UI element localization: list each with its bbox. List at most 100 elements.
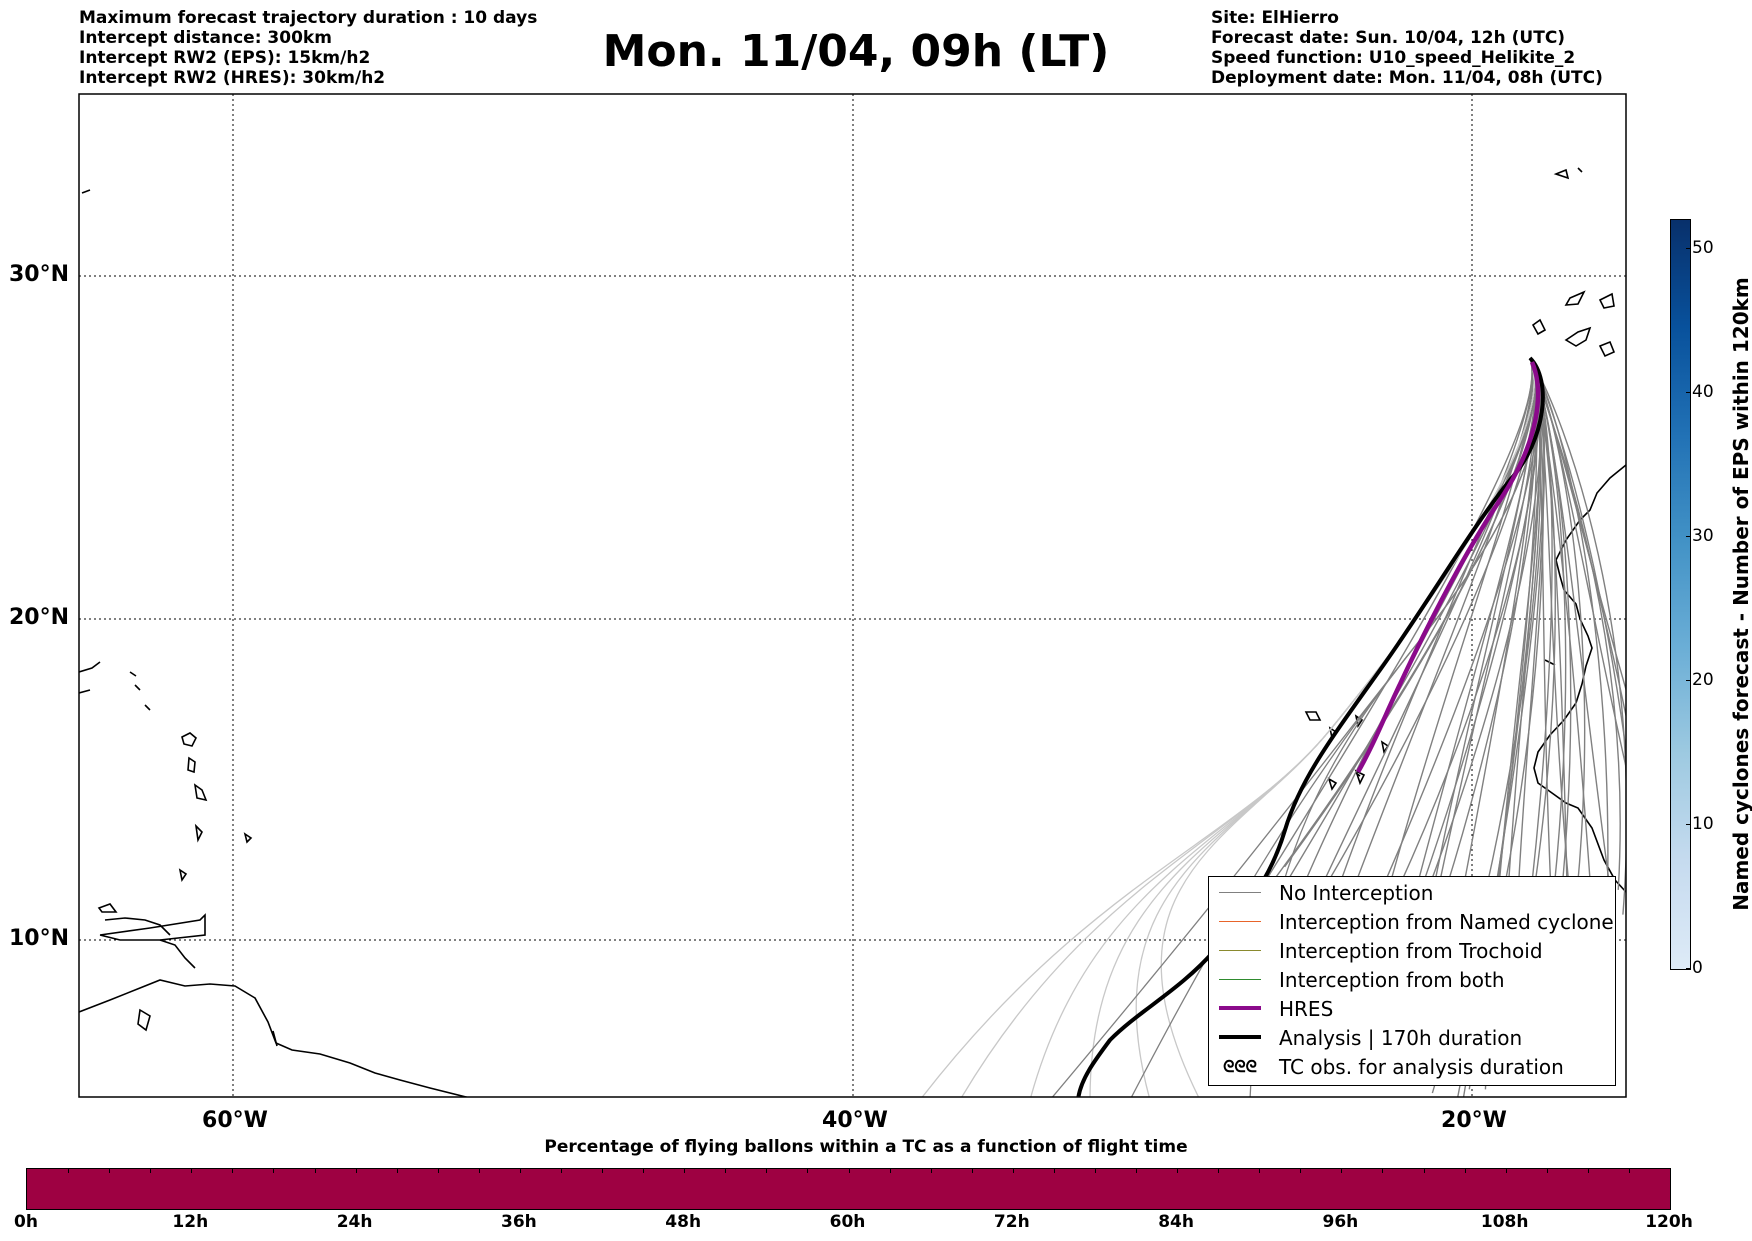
percentage-bar-minor-tick bbox=[1341, 1169, 1343, 1173]
trajectories-layer bbox=[921, 356, 1626, 1097]
colorbar-label: Named cyclones forecast - Number of EPS … bbox=[1729, 277, 1752, 911]
percentage-bar bbox=[26, 1168, 1671, 1210]
lon-label-40w: 40°W bbox=[822, 1108, 888, 1133]
info-site: Site: ElHierro bbox=[1211, 8, 1339, 28]
percentage-bar-minor-tick bbox=[766, 1169, 768, 1173]
info-intercept-hres: Intercept RW2 (HRES): 30km/h2 bbox=[79, 68, 386, 88]
legend-line-black-icon bbox=[1215, 1026, 1265, 1050]
percentage-bar-minor-tick bbox=[725, 1169, 727, 1173]
percentage-tick-label: 48h bbox=[665, 1212, 702, 1232]
percentage-bar-minor-tick bbox=[1587, 1169, 1589, 1173]
colorbar-tick-mark bbox=[1686, 247, 1690, 249]
map-legend: No Interception Interception from Named … bbox=[1208, 876, 1616, 1086]
info-max-duration: Maximum forecast trajectory duration : 1… bbox=[79, 8, 538, 28]
percentage-bar-minor-tick bbox=[150, 1169, 152, 1173]
percentage-bar-minor-tick bbox=[889, 1169, 891, 1173]
legend-item-analysis: Analysis | 170h duration bbox=[1215, 1026, 1522, 1050]
percentage-tick-label: 72h bbox=[993, 1212, 1030, 1232]
percentage-bar-minor-tick bbox=[273, 1169, 275, 1173]
percentage-tick-label: 120h bbox=[1645, 1212, 1693, 1232]
lon-label-20w: 20°W bbox=[1441, 1108, 1507, 1133]
percentage-bar-minor-tick bbox=[1546, 1169, 1548, 1173]
percentage-bar-minor-tick bbox=[807, 1169, 809, 1173]
legend-item-hres: HRES bbox=[1215, 997, 1333, 1021]
colorbar-tick-mark bbox=[1686, 968, 1690, 969]
percentage-bar-minor-tick bbox=[1012, 1169, 1014, 1173]
percentage-bar-minor-tick bbox=[191, 1169, 193, 1173]
legend-line-orange-icon bbox=[1215, 910, 1265, 934]
legend-line-gray-icon bbox=[1215, 881, 1265, 905]
percentage-bar-minor-tick bbox=[519, 1169, 521, 1173]
percentage-bar-minor-tick bbox=[68, 1169, 70, 1173]
colorbar-tick-mark bbox=[1686, 823, 1690, 825]
legend-item-named-cyclone: Interception from Named cyclone bbox=[1215, 910, 1614, 934]
percentage-bar-minor-tick bbox=[971, 1169, 973, 1173]
tc-symbol-icon: ᘓᘓᘓ bbox=[1223, 1057, 1257, 1076]
percentage-bar-minor-tick bbox=[1177, 1169, 1179, 1173]
info-deployment-date: Deployment date: Mon. 11/04, 08h (UTC) bbox=[1211, 68, 1603, 88]
legend-item-no-interception: No Interception bbox=[1215, 881, 1433, 905]
percentage-tick-label: 84h bbox=[1158, 1212, 1194, 1232]
percentage-bar-minor-tick bbox=[478, 1169, 480, 1173]
percentage-bar-minor-tick bbox=[1382, 1169, 1384, 1173]
ensemble-trajectory bbox=[1529, 357, 1626, 915]
percentage-bar-minor-tick bbox=[314, 1169, 316, 1173]
percentage-bar-minor-tick bbox=[1300, 1169, 1302, 1173]
percentage-bar-minor-tick bbox=[1464, 1169, 1466, 1173]
percentage-bar-minor-tick bbox=[1505, 1169, 1507, 1173]
legend-item-trochoid: Interception from Trochoid bbox=[1215, 939, 1543, 963]
page-title: Mon. 11/04, 09h (LT) bbox=[602, 26, 1110, 77]
map-frame bbox=[78, 93, 1627, 1098]
lat-label-30n: 30°N bbox=[9, 262, 70, 287]
ensemble-trajectory bbox=[1322, 357, 1533, 970]
percentage-tick-label: 108h bbox=[1480, 1212, 1529, 1232]
hres-trajectory bbox=[1356, 361, 1541, 774]
percentage-bar-minor-tick bbox=[396, 1169, 398, 1173]
percentage-bar-minor-tick bbox=[109, 1169, 111, 1173]
legend-line-olive-icon bbox=[1215, 939, 1265, 963]
colorbar-tick-mark bbox=[1686, 535, 1690, 537]
percentage-bar-minor-tick bbox=[1628, 1169, 1630, 1173]
info-intercept-distance: Intercept distance: 300km bbox=[79, 28, 332, 48]
colorbar-tick-label: 40 bbox=[1692, 381, 1714, 402]
percentage-bar-minor-tick bbox=[848, 1169, 850, 1173]
percentage-bar-minor-tick bbox=[930, 1169, 932, 1173]
percentage-tick-label: 24h bbox=[336, 1212, 373, 1232]
colorbar-tick-label: 20 bbox=[1692, 669, 1714, 690]
ensemble-trajectory bbox=[1529, 357, 1626, 755]
info-right: Site: ElHierro Forecast date: Sun. 10/04… bbox=[1211, 8, 1603, 88]
percentage-bar-minor-tick bbox=[560, 1169, 562, 1173]
percentage-tick-label: 0h bbox=[14, 1212, 38, 1232]
legend-item-tc-obs: ᘓᘓᘓ TC obs. for analysis duration bbox=[1215, 1055, 1564, 1079]
percentage-bar-minor-tick bbox=[1053, 1169, 1055, 1173]
legend-line-purple-icon bbox=[1215, 997, 1265, 1021]
cyclone-colorbar bbox=[1670, 219, 1691, 970]
ensemble-trajectory-long bbox=[1160, 357, 1535, 1097]
legend-line-green-icon bbox=[1215, 968, 1265, 992]
percentage-bar-minor-tick bbox=[1259, 1169, 1261, 1173]
percentage-bar-minor-tick bbox=[684, 1169, 686, 1173]
percentage-tick-label: 36h bbox=[501, 1212, 537, 1232]
percentage-bar-minor-tick bbox=[1136, 1169, 1138, 1173]
percentage-bar-minor-tick bbox=[1423, 1169, 1425, 1173]
percentage-bar-title: Percentage of flying ballons within a TC… bbox=[544, 1137, 1188, 1157]
lon-label-60w: 60°W bbox=[202, 1108, 268, 1133]
ensemble-trajectory bbox=[1318, 357, 1533, 946]
info-left: Maximum forecast trajectory duration : 1… bbox=[79, 8, 537, 88]
percentage-tick-label: 12h bbox=[172, 1212, 209, 1232]
colorbar-tick-label: 10 bbox=[1692, 813, 1714, 834]
percentage-bar-minor-tick bbox=[602, 1169, 604, 1173]
colorbar-tick-mark bbox=[1686, 679, 1690, 681]
percentage-bar-minor-tick bbox=[355, 1169, 357, 1173]
legend-item-both: Interception from both bbox=[1215, 968, 1505, 992]
lat-label-20n: 20°N bbox=[9, 605, 70, 630]
info-forecast-date: Forecast date: Sun. 10/04, 12h (UTC) bbox=[1211, 28, 1566, 48]
lat-label-10n: 10°N bbox=[9, 926, 70, 951]
percentage-bar-minor-tick bbox=[232, 1169, 234, 1173]
info-speed-function: Speed function: U10_speed_Helikite_2 bbox=[1211, 48, 1576, 68]
coastlines bbox=[79, 167, 1626, 1097]
percentage-bar-minor-tick bbox=[437, 1169, 439, 1173]
percentage-bar-minor-tick bbox=[1218, 1169, 1220, 1173]
info-intercept-eps: Intercept RW2 (EPS): 15km/h2 bbox=[79, 48, 371, 68]
percentage-tick-label: 60h bbox=[829, 1212, 866, 1232]
